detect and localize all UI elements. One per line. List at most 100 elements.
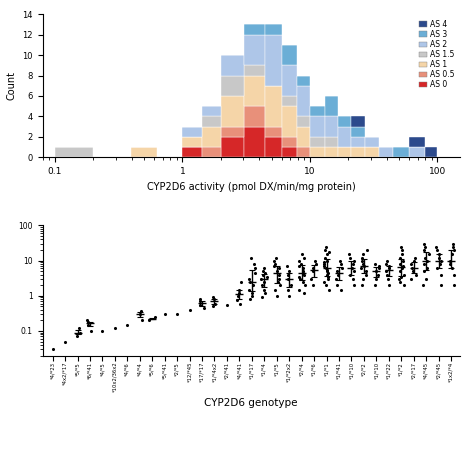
Point [408, 264, 416, 272]
Point [273, 292, 281, 300]
Point [235, 286, 243, 293]
Point [237, 278, 245, 286]
Point [284, 275, 292, 283]
Point [211, 300, 219, 307]
Point [312, 260, 319, 268]
Point [235, 289, 242, 297]
Point [323, 282, 330, 289]
Point [258, 282, 266, 289]
Point [223, 301, 231, 309]
Bar [393, 147, 410, 157]
Bar [282, 147, 297, 157]
Point [196, 298, 204, 305]
Bar [221, 137, 244, 157]
Bar [338, 127, 351, 147]
Point [309, 282, 317, 289]
Point [407, 260, 415, 268]
Bar [410, 147, 425, 157]
Point [320, 260, 328, 268]
Point [295, 273, 302, 281]
Point [249, 282, 256, 289]
Point [420, 246, 428, 254]
Point [450, 243, 457, 250]
Point [423, 264, 431, 272]
Bar [351, 117, 365, 127]
Point [436, 260, 443, 268]
Point [258, 293, 265, 301]
Point [372, 282, 379, 289]
Point [84, 321, 91, 328]
Point [397, 254, 404, 262]
Point [385, 282, 392, 289]
Point [437, 271, 445, 278]
Point [161, 310, 168, 318]
Point [374, 271, 382, 278]
Point [359, 251, 367, 258]
Point [337, 260, 345, 268]
Bar [244, 106, 265, 127]
Point [259, 271, 266, 278]
Bar [244, 65, 265, 75]
Point [273, 267, 281, 275]
Point [350, 267, 358, 275]
Point [295, 286, 303, 293]
Point [375, 262, 383, 270]
Point [358, 254, 365, 262]
Point [421, 243, 429, 250]
Point [300, 254, 308, 262]
Bar [221, 75, 244, 96]
Point [261, 264, 268, 272]
Point [76, 329, 84, 337]
Point [320, 258, 328, 266]
Point [151, 313, 159, 321]
Point [450, 271, 457, 278]
Point [251, 269, 258, 277]
Bar [410, 137, 425, 147]
Point [284, 271, 292, 278]
Point [420, 267, 428, 275]
Point [362, 267, 370, 275]
Point [308, 275, 315, 283]
Point [348, 264, 356, 272]
Point [396, 278, 403, 286]
Point [210, 295, 218, 303]
Point [400, 282, 408, 289]
Point [75, 324, 83, 332]
Bar [338, 117, 351, 127]
Bar [265, 127, 282, 137]
Point [263, 273, 271, 281]
Point [286, 267, 293, 275]
Point [234, 292, 242, 300]
Point [357, 264, 365, 272]
Point [247, 254, 255, 262]
Point [323, 251, 330, 258]
Point [324, 269, 332, 277]
Point [385, 262, 392, 270]
Point [246, 278, 254, 286]
Bar [244, 75, 265, 106]
Point [275, 271, 283, 278]
Point [336, 257, 344, 264]
Point [449, 240, 456, 247]
Point [275, 264, 283, 272]
Bar [325, 147, 338, 157]
Point [296, 275, 303, 283]
Bar [297, 117, 310, 127]
Point [425, 251, 433, 258]
Point [186, 306, 193, 314]
Point [283, 262, 291, 270]
Bar [244, 25, 265, 35]
Point [346, 254, 354, 262]
Point [398, 243, 405, 250]
Point [84, 318, 91, 326]
Bar [265, 25, 282, 35]
Point [424, 257, 431, 264]
Point [248, 292, 256, 300]
Bar [131, 147, 157, 157]
Point [320, 262, 328, 270]
Point [399, 262, 407, 270]
Bar [282, 106, 297, 137]
Bar [338, 147, 351, 157]
Point [323, 266, 330, 273]
Point [450, 246, 457, 254]
